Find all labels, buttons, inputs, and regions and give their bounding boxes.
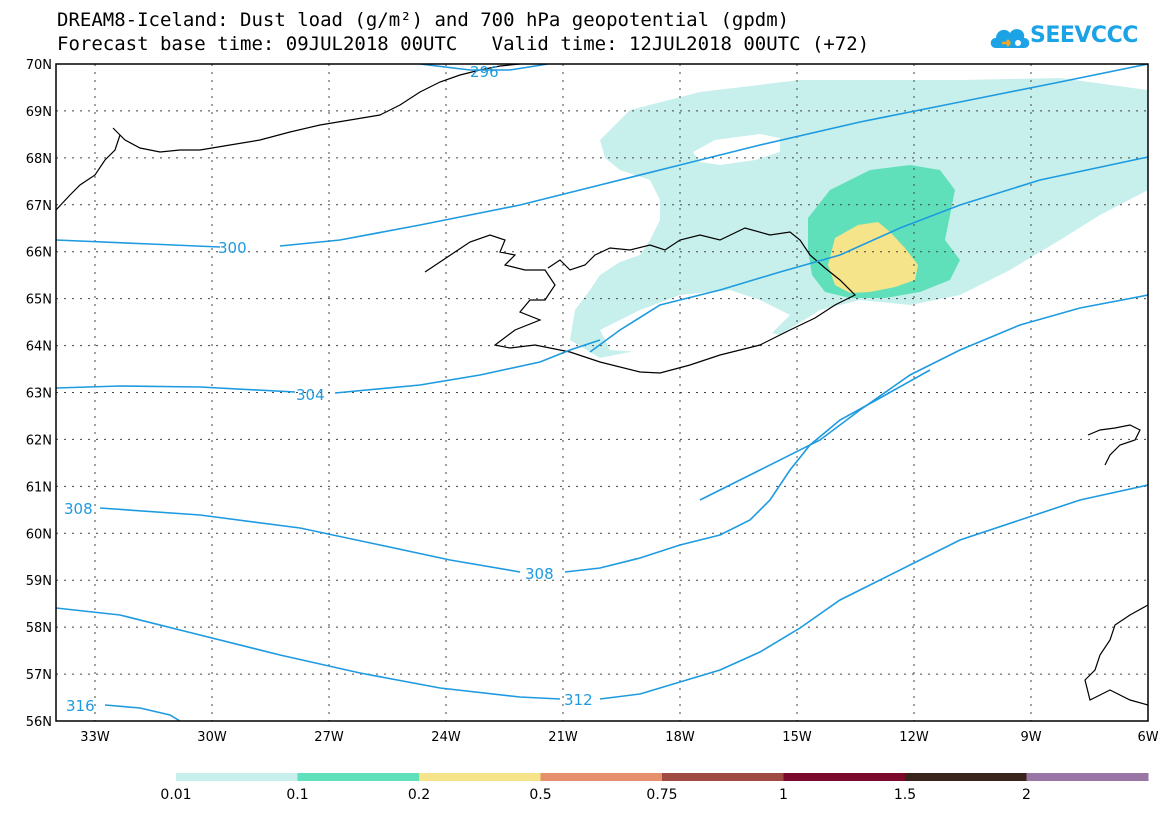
colorbar-swatch (1026, 773, 1149, 781)
lon-label: 12W (899, 730, 929, 745)
contour-300-b (589, 156, 1148, 353)
lon-label: 18W (665, 730, 695, 745)
lon-label: 27W (314, 730, 344, 745)
seevccc-logo: SEEVCCC (988, 18, 1148, 58)
cloud-icon (990, 29, 1030, 48)
contour-304 (56, 339, 601, 394)
lon-label: 24W (431, 730, 461, 745)
lat-label: 63N (26, 387, 52, 402)
lon-label: 30W (197, 730, 227, 745)
colorbar-label: 2 (1022, 787, 1031, 803)
contour-label-308-a: 308 (64, 500, 93, 518)
coastlines (56, 64, 1148, 706)
scotland-coast (1084, 604, 1148, 706)
colorbar-label: 0.2 (408, 787, 430, 803)
lon-label: 9W (1020, 730, 1041, 745)
map-subtitle: Forecast base time: 09JUL2018 00UTC Vali… (57, 33, 870, 55)
contour-label-308-b: 308 (525, 565, 554, 583)
greenland-coast (56, 64, 521, 211)
lat-label: 64N (26, 340, 52, 355)
lat-label: 62N (26, 433, 52, 448)
logo-text: SEEVCCC (1030, 23, 1138, 48)
dust-region-0.2 (828, 222, 918, 293)
lat-label: 56N (26, 715, 52, 730)
lat-label: 65N (26, 293, 52, 308)
geopotential-contours (56, 64, 1148, 721)
lon-label: 21W (548, 730, 578, 745)
contour-labels: 296 300 304 308 308 312 316 (64, 63, 593, 715)
lat-label: 61N (26, 480, 52, 495)
lat-label: 68N (26, 152, 52, 167)
longitude-labels: 33W 30W 27W 24W 21W 18W 15W 12W 9W 6W (80, 730, 1158, 745)
colorbar-swatch (419, 773, 541, 781)
map-frame (55, 63, 1149, 722)
dust-region-hole (693, 134, 780, 165)
lat-label: 59N (26, 574, 52, 589)
contour-304-b (699, 294, 1148, 501)
lat-label: 66N (26, 246, 52, 261)
grid-lines (56, 64, 1148, 721)
lat-label: 58N (26, 621, 52, 636)
colorbar-label: 0.01 (160, 787, 191, 803)
colorbar-swatch (176, 773, 298, 781)
contour-label-316: 316 (66, 697, 95, 715)
contour-label-300: 300 (218, 239, 247, 257)
colorbar-swatch (662, 773, 784, 781)
colorbar-label: 0.75 (646, 787, 677, 803)
colorbar-swatch (783, 773, 906, 781)
contour-296 (419, 64, 549, 71)
colorbar-label: 1.5 (894, 787, 916, 803)
latitude-labels: 70N 69N 68N 67N 66N 65N 64N 63N 62N 61N 60N 59N 58N 5… (26, 58, 52, 730)
lat-label: 70N (26, 58, 52, 73)
lon-label: 6W (1137, 730, 1158, 745)
iceland-coast (424, 227, 857, 374)
lat-label: 60N (26, 527, 52, 542)
lon-label: 15W (782, 730, 812, 745)
lat-label: 67N (26, 199, 52, 214)
lat-label: 57N (26, 668, 52, 683)
contour-316 (104, 704, 181, 721)
lat-label: 69N (26, 105, 52, 120)
contour-label-296: 296 (470, 63, 499, 81)
map-title: DREAM8-Iceland: Dust load (g/m²) and 700… (57, 9, 790, 31)
colorbar-swatch (540, 773, 663, 781)
dust-load-layer (570, 78, 1148, 358)
colorbar-swatch (905, 773, 1027, 781)
contour-300-a (56, 64, 1148, 248)
colorbar-swatch (297, 773, 420, 781)
faroe-islands (1087, 424, 1141, 466)
contour-312 (56, 484, 1148, 700)
colorbar-label: 0.5 (529, 787, 551, 803)
colorbar-label: 1 (779, 787, 788, 803)
contour-label-312: 312 (564, 691, 593, 709)
lon-label: 33W (80, 730, 110, 745)
colorbar-label: 0.1 (286, 787, 308, 803)
contour-308 (99, 369, 931, 573)
contour-label-304: 304 (296, 386, 325, 404)
dust-region-hole-south (600, 290, 790, 352)
colorbar: 0.01 0.1 0.2 0.5 0.75 1 1.5 2 (160, 773, 1149, 803)
